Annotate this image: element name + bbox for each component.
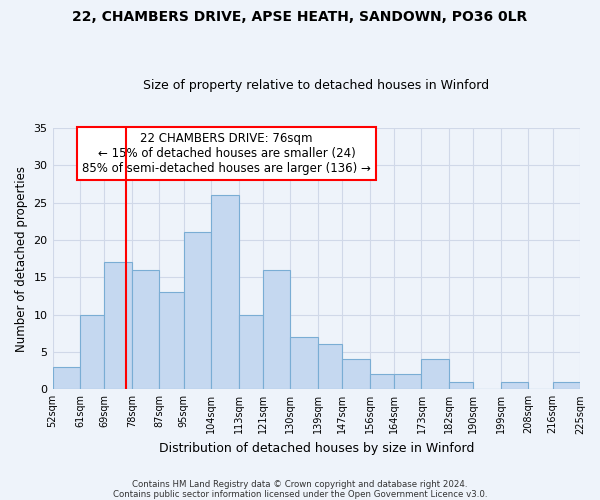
Bar [342, 360, 370, 390]
Text: Contains public sector information licensed under the Open Government Licence v3: Contains public sector information licen… [113, 490, 487, 499]
Bar [263, 270, 290, 390]
Bar [421, 360, 449, 390]
Bar [80, 314, 104, 390]
Bar [318, 344, 342, 390]
Bar [370, 374, 394, 390]
Text: 22 CHAMBERS DRIVE: 76sqm
← 15% of detached houses are smaller (24)
85% of semi-d: 22 CHAMBERS DRIVE: 76sqm ← 15% of detach… [82, 132, 371, 175]
Bar [104, 262, 132, 390]
Text: 22, CHAMBERS DRIVE, APSE HEATH, SANDOWN, PO36 0LR: 22, CHAMBERS DRIVE, APSE HEATH, SANDOWN,… [73, 10, 527, 24]
Bar [239, 314, 263, 390]
Bar [184, 232, 211, 390]
Text: Contains HM Land Registry data © Crown copyright and database right 2024.: Contains HM Land Registry data © Crown c… [132, 480, 468, 489]
Bar [553, 382, 580, 390]
Bar [53, 367, 80, 390]
Bar [290, 337, 318, 390]
Bar [211, 195, 239, 390]
Y-axis label: Number of detached properties: Number of detached properties [15, 166, 28, 352]
Bar [394, 374, 421, 390]
X-axis label: Distribution of detached houses by size in Winford: Distribution of detached houses by size … [158, 442, 474, 455]
Title: Size of property relative to detached houses in Winford: Size of property relative to detached ho… [143, 79, 490, 92]
Bar [449, 382, 473, 390]
Bar [132, 270, 159, 390]
Bar [501, 382, 528, 390]
Bar [159, 292, 184, 390]
